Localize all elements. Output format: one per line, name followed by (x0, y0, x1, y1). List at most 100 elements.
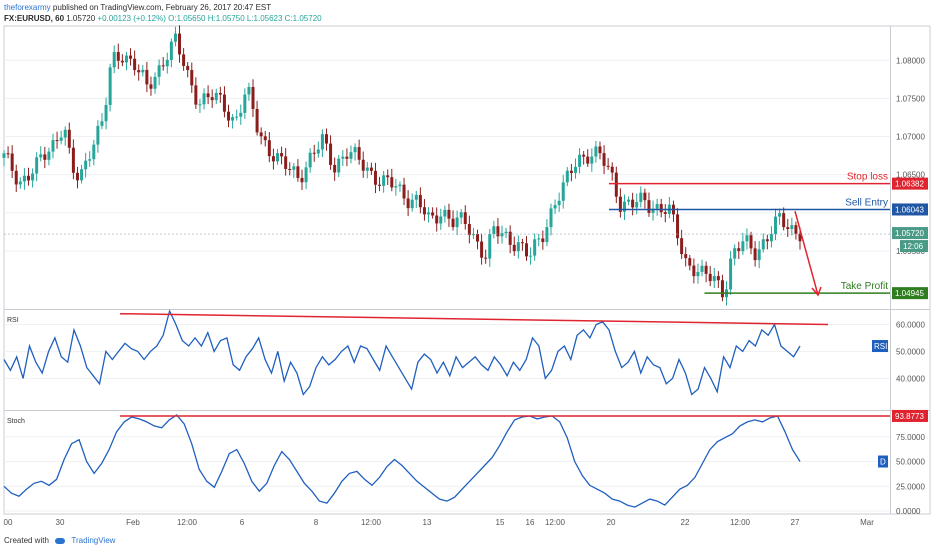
candle-body (120, 60, 124, 63)
candle-body (153, 76, 157, 89)
tradingview-brand[interactable]: TradingView (71, 536, 116, 545)
candle-body (459, 212, 463, 218)
x-tick-label: 00 (4, 518, 13, 527)
candle-body (316, 149, 320, 154)
level-name: Stop loss (847, 172, 888, 183)
candle-body (659, 204, 663, 213)
candle-body (288, 168, 292, 170)
candle-body (631, 199, 635, 208)
candle-body (231, 117, 235, 121)
candle-body (96, 125, 100, 145)
candle-body (557, 200, 561, 206)
candle-body (137, 70, 141, 73)
candle-body (410, 199, 414, 209)
candle-body (271, 156, 275, 162)
candle-body (733, 248, 737, 259)
candle-body (141, 69, 145, 73)
y-tick-label: 1.07000 (896, 133, 925, 142)
candle-body (186, 65, 190, 71)
candle-body (606, 165, 610, 167)
arrow-head (811, 286, 822, 297)
candle-body (157, 65, 161, 77)
stoch-d-label: D (880, 458, 886, 467)
candle-body (618, 196, 622, 212)
candle-body (6, 153, 10, 155)
candle-body (312, 152, 316, 154)
chart-header: theforexarmy published on TradingView.co… (4, 2, 322, 24)
candle-body (516, 242, 520, 252)
candle-body (169, 41, 173, 60)
author-link[interactable]: theforexarmy (4, 3, 51, 12)
footer: Created with TradingView (4, 536, 115, 545)
candle-body (161, 65, 165, 67)
candle-body (345, 156, 349, 159)
candle-body (361, 159, 365, 171)
candle-body (639, 192, 643, 202)
x-tick-label: Mar (860, 518, 874, 527)
candle-body (18, 181, 22, 185)
symbol-label[interactable]: FX:EURUSD, 60 (4, 14, 65, 23)
candle-body (108, 67, 112, 105)
candle-body (357, 147, 361, 160)
x-tick-label: 8 (314, 518, 319, 527)
candle-body (292, 166, 296, 170)
candle-body (561, 182, 565, 201)
candle-body (741, 241, 745, 252)
level-name: Take Profit (841, 281, 888, 292)
candle-body (480, 241, 484, 258)
candle-body (349, 152, 353, 159)
candle-body (129, 55, 133, 59)
x-tick-label: 16 (526, 518, 535, 527)
candle-body (745, 235, 749, 242)
candle-body (443, 209, 447, 217)
candle-body (586, 156, 590, 164)
candle-body (26, 175, 30, 181)
level-price-label: 1.04945 (895, 289, 924, 298)
candle-body (500, 233, 504, 237)
candle-body (549, 208, 553, 228)
candle-body (553, 205, 557, 209)
publish-line: theforexarmy published on TradingView.co… (4, 2, 322, 13)
candle-body (214, 92, 218, 101)
y-tick-label: 40.0000 (896, 374, 925, 383)
ohlc-values: O:1.05650 H:1.05750 L:1.05623 C:1.05720 (168, 14, 322, 23)
level-name: Sell Entry (845, 197, 888, 208)
y-tick-label: 50.0000 (896, 458, 925, 467)
candle-body (708, 273, 712, 282)
candle-body (484, 257, 488, 259)
candle-body (786, 227, 790, 230)
candle-body (761, 239, 765, 250)
y-tick-label: 0.0000 (896, 507, 921, 516)
candle-body (324, 134, 328, 144)
candle-body (206, 93, 210, 98)
candle-body (227, 111, 231, 121)
candle-body (435, 215, 439, 224)
candle-body (663, 212, 667, 214)
candle-body (337, 158, 341, 173)
candle-body (365, 167, 369, 171)
candle-body (684, 254, 688, 259)
candle-body (275, 153, 279, 162)
candle-body (67, 129, 71, 148)
last-price: 1.05720 (66, 14, 96, 23)
candle-body (545, 227, 549, 243)
stoch-line (3, 414, 801, 508)
y-tick-label: 1.08000 (896, 56, 925, 65)
y-tick-label: 1.06500 (896, 171, 925, 180)
candle-body (569, 170, 573, 173)
candle-body (259, 132, 263, 137)
rsi-title: RSI (7, 317, 19, 324)
candle-body (341, 156, 345, 159)
candle-body (729, 258, 733, 290)
candle-body (218, 92, 222, 95)
candle-body (447, 209, 451, 219)
x-tick-label: 30 (56, 518, 65, 527)
candle-body (247, 86, 251, 95)
candle-body (104, 104, 108, 122)
ohlc-line: FX:EURUSD, 60 1.05720 +0.00123 (+0.12%) … (4, 13, 322, 24)
y-tick-label: 75.0000 (896, 433, 925, 442)
x-tick-label: 20 (607, 518, 616, 527)
countdown-label: 12:06 (903, 242, 924, 251)
candle-body (373, 170, 377, 185)
